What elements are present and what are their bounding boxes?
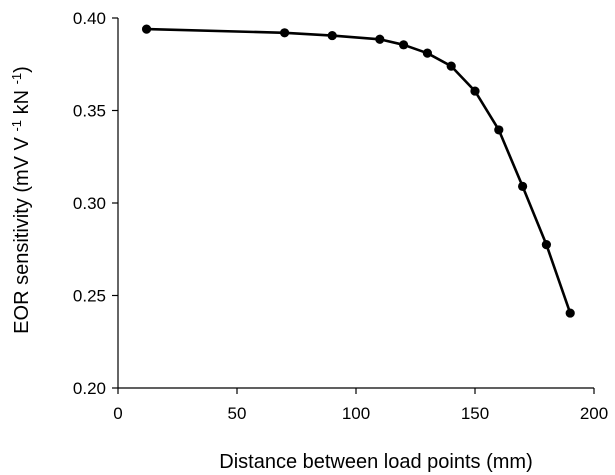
plot-area (141, 24, 575, 318)
y-axis-title-part: ) (11, 66, 33, 73)
data-point (327, 30, 337, 41)
data-point (494, 125, 504, 135)
y-axis-title: EOR sensitivity (mV V -1 kN -1) (9, 66, 34, 334)
data-point (541, 240, 552, 250)
data-point (446, 61, 456, 71)
data-point (422, 48, 432, 58)
y-tick-label: 0.20 (73, 379, 106, 398)
data-point (141, 24, 152, 34)
y-ticks: 0.20 0.25 0.30 0.35 0.40 (73, 9, 118, 398)
data-point (280, 28, 290, 38)
x-ticks: 0 50 100 150 200 (113, 388, 608, 423)
y-axis-title-part: EOR sensitivity (mV V (11, 132, 33, 334)
data-points (141, 24, 575, 318)
x-tick-label: 100 (342, 404, 370, 423)
data-point (399, 40, 409, 50)
data-point (470, 86, 480, 96)
y-tick-label: 0.40 (73, 9, 106, 28)
series-line (146, 27, 572, 314)
data-point (518, 181, 528, 191)
x-axis-title: Distance between load points (mm) (219, 451, 532, 473)
y-tick-label: 0.25 (73, 287, 106, 306)
y-axis-title-superscript: -1 (9, 73, 24, 85)
data-point (565, 308, 575, 318)
y-axis-title-superscript: -1 (9, 120, 24, 132)
x-tick-label: 50 (228, 404, 247, 423)
x-tick-label: 0 (113, 404, 122, 423)
y-axis-title-part: kN (11, 84, 33, 120)
y-tick-label: 0.35 (73, 102, 106, 121)
x-tick-label: 200 (580, 404, 608, 423)
data-point (375, 34, 385, 44)
x-tick-label: 150 (461, 404, 489, 423)
y-tick-label: 0.30 (73, 194, 106, 213)
axes (117, 18, 594, 389)
